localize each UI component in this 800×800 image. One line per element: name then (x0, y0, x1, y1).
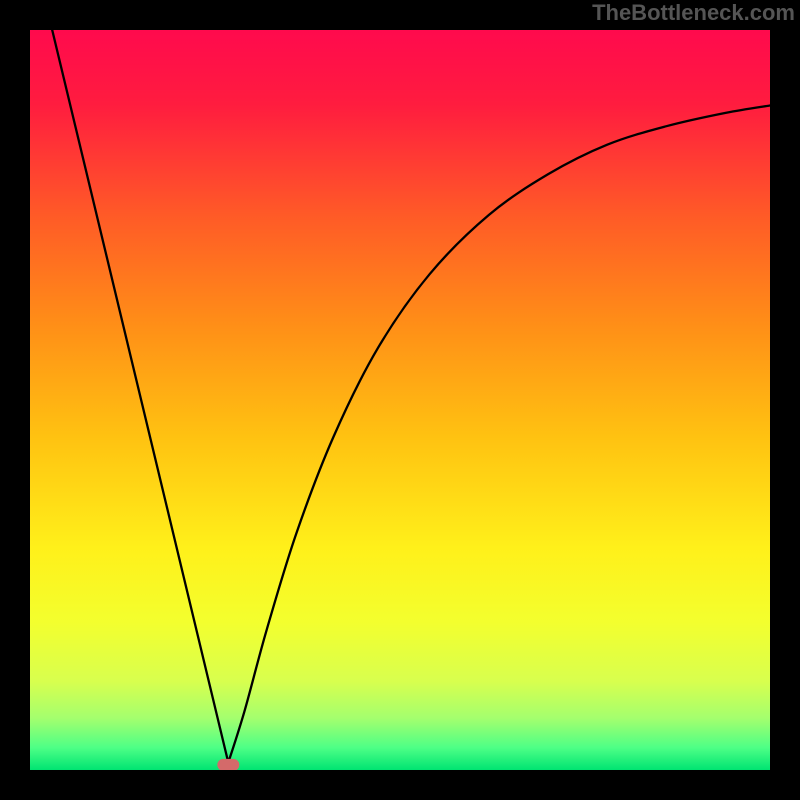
chart-plot-area (30, 30, 770, 770)
optimum-marker (217, 759, 239, 770)
watermark-text: TheBottleneck.com (592, 0, 795, 26)
chart-svg (30, 30, 770, 770)
chart-outer-frame: TheBottleneck.com (0, 0, 800, 800)
